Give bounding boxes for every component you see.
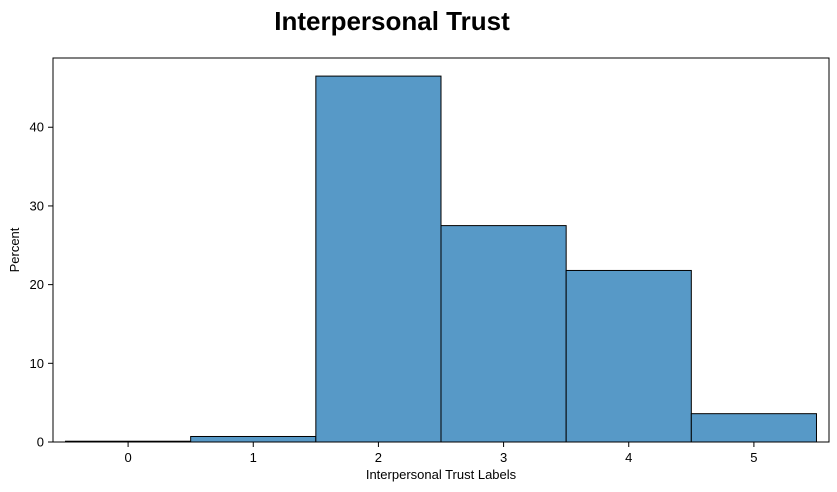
y-tick-label-30: 30 — [30, 198, 44, 213]
chart-title: Interpersonal Trust — [274, 6, 510, 36]
bar-2 — [315, 75, 442, 443]
x-tick-label-1: 1 — [250, 450, 257, 465]
y-tick-label-40: 40 — [30, 120, 44, 135]
x-tick-label-2: 2 — [375, 450, 382, 465]
y-tick-label-20: 20 — [30, 277, 44, 292]
y-axis-label: Percent — [7, 227, 22, 272]
bar-1 — [190, 435, 317, 443]
y-axis-ticks: 0 10 20 30 40 — [30, 120, 53, 450]
x-tick-label-0: 0 — [124, 450, 131, 465]
y-tick-label-10: 10 — [30, 356, 44, 371]
y-tick-label-0: 0 — [37, 435, 44, 450]
bar-4 — [565, 269, 692, 443]
x-tick-label-3: 3 — [500, 450, 507, 465]
x-tick-label-5: 5 — [750, 450, 757, 465]
bars-group — [65, 75, 817, 443]
x-axis-ticks: 0 1 2 3 4 5 — [124, 442, 758, 465]
bar-3 — [440, 225, 567, 443]
x-axis-label: Interpersonal Trust Labels — [366, 467, 517, 482]
bar-5 — [690, 413, 817, 443]
plot-frame — [52, 57, 830, 443]
x-tick-label-4: 4 — [625, 450, 632, 465]
